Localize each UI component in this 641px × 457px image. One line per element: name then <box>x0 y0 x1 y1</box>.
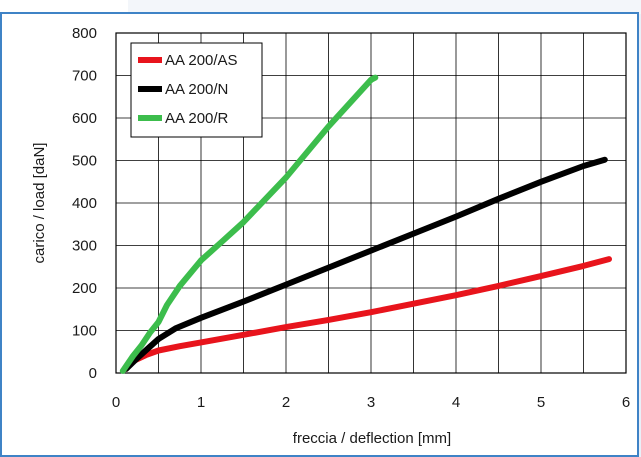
y-tick-label: 700 <box>72 68 97 85</box>
legend-label: AA 200/AS <box>165 52 238 69</box>
y-tick-label: 0 <box>89 365 97 382</box>
x-tick-label: 5 <box>537 394 545 411</box>
chart-panel <box>0 12 639 457</box>
x-tick-label: 4 <box>452 394 460 411</box>
top-tab <box>0 0 128 14</box>
series-line-1 <box>123 256 612 372</box>
series-lines <box>119 74 612 374</box>
legend-label: AA 200/R <box>165 110 229 127</box>
legend: AA 200/AS AA 200/N AA 200/R <box>130 42 263 138</box>
x-tick-label: 2 <box>282 394 290 411</box>
y-tick-label: 600 <box>72 110 97 127</box>
y-tick-label: 800 <box>72 25 97 42</box>
y-tick-label: 400 <box>72 195 97 212</box>
x-tick-label: 0 <box>112 394 120 411</box>
x-axis-ticks: 0 1 2 3 4 5 6 <box>112 394 630 411</box>
y-axis-ticks: 0 100 200 300 400 500 600 700 800 <box>72 25 97 382</box>
x-tick-label: 6 <box>622 394 630 411</box>
legend-label: AA 200/N <box>165 81 228 98</box>
series-line-2 <box>123 156 608 372</box>
series-line-3 <box>119 74 379 374</box>
y-tick-label: 500 <box>72 153 97 170</box>
x-tick-label: 1 <box>197 394 205 411</box>
plot-border <box>115 32 627 374</box>
y-tick-label: 300 <box>72 238 97 255</box>
x-axis-label: freccia / deflection [mm] <box>293 430 451 447</box>
y-tick-label: 200 <box>72 280 97 297</box>
y-axis-label: carico / load [daN] <box>31 143 48 264</box>
y-tick-label: 100 <box>72 323 97 340</box>
x-tick-label: 3 <box>367 394 375 411</box>
top-strip <box>0 0 641 14</box>
